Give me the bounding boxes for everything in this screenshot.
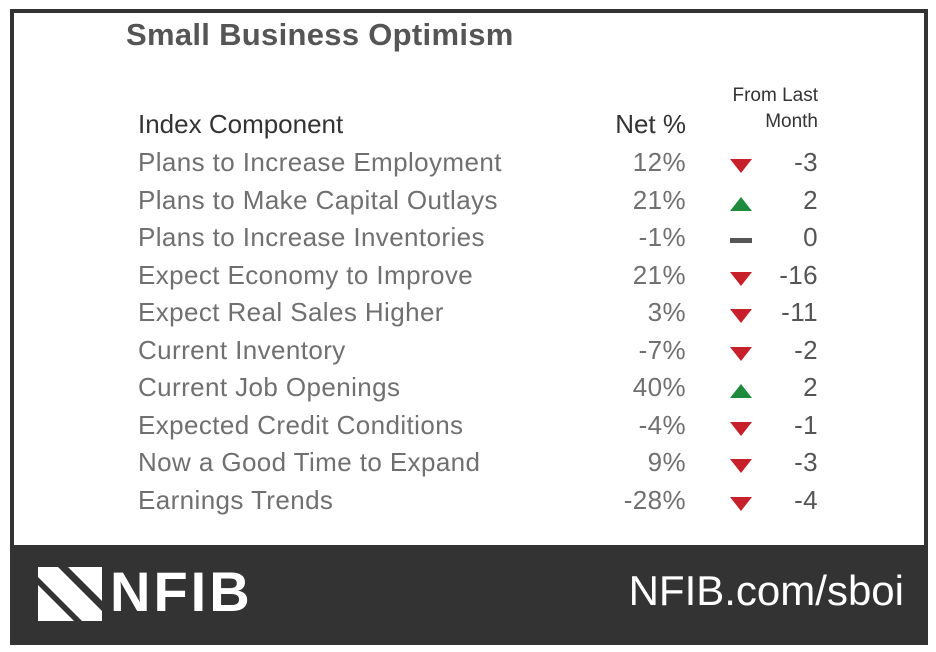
row-net-percent: 3% — [647, 297, 686, 327]
down-arrow-icon — [730, 346, 752, 361]
footer-bar: NFIB NFIB.com/sboi — [14, 545, 924, 641]
row-change: -3 — [794, 147, 818, 177]
row-net-percent: -28% — [623, 484, 686, 515]
row-component: Expect Economy to Improve — [138, 259, 474, 290]
header-month: Month — [765, 111, 818, 132]
row-net-percent: 21% — [632, 259, 686, 290]
row-component: Expect Real Sales Higher — [138, 297, 444, 327]
table-row: Current Job Openings 40% 2 — [138, 372, 828, 410]
down-arrow-icon — [730, 159, 752, 173]
table-row: Earnings Trends -28% -4 — [138, 485, 828, 523]
row-change: -2 — [794, 334, 818, 365]
row-change: -1 — [794, 409, 818, 440]
header-from-last-month: From Last Month — [700, 83, 818, 135]
row-component: Now a Good Time to Expand — [138, 447, 481, 477]
down-arrow-icon — [730, 496, 752, 511]
table-row: Expect Real Sales Higher 3% -11 — [138, 297, 828, 335]
table-row: Plans to Make Capital Outlays 21% 2 — [138, 185, 828, 223]
header-net-percent: Net % — [615, 109, 686, 139]
row-change: 2 — [803, 372, 818, 402]
nfib-logo-text: NFIB — [110, 560, 253, 623]
row-change: -16 — [779, 259, 818, 290]
header-from-last: From Last — [732, 85, 818, 106]
row-component: Current Inventory — [138, 334, 346, 365]
row-change: -11 — [781, 297, 818, 327]
row-net-percent: 9% — [647, 447, 686, 477]
row-change: -3 — [794, 447, 818, 477]
row-net-percent: -7% — [638, 334, 686, 365]
table-row: Expect Economy to Improve 21% -16 — [138, 260, 828, 298]
flat-dash-icon — [730, 238, 752, 243]
page-title: Small Business Optimism — [126, 17, 514, 52]
header-index-component: Index Component — [138, 109, 344, 139]
table-row: Now a Good Time to Expand 9% -3 — [138, 447, 828, 485]
table-row: Plans to Increase Inventories -1% 0 — [138, 222, 828, 260]
table-row: Plans to Increase Employment 12% -3 — [138, 147, 828, 185]
up-arrow-icon — [730, 384, 752, 398]
down-arrow-icon — [730, 309, 752, 323]
card-frame: Small Business Optimism From Last Month … — [10, 9, 928, 645]
row-change: 0 — [803, 222, 818, 252]
row-component: Current Job Openings — [138, 372, 401, 402]
row-component: Earnings Trends — [138, 484, 334, 515]
down-arrow-icon — [730, 421, 752, 436]
table-row: Current Inventory -7% -2 — [138, 335, 828, 373]
nfib-logo-mark-icon — [38, 567, 102, 621]
table-body: Plans to Increase Employment 12% -3 Plans t… — [138, 147, 828, 522]
table-row: Expected Credit Conditions -4% -1 — [138, 410, 828, 448]
row-net-percent: -4% — [638, 409, 686, 440]
site-url[interactable]: NFIB.com/sboi — [628, 567, 904, 614]
row-net-percent: 12% — [632, 147, 686, 177]
row-net-percent: 21% — [632, 184, 686, 215]
row-component: Expected Credit Conditions — [138, 409, 464, 440]
row-net-percent: 40% — [632, 372, 686, 402]
row-change: 2 — [803, 184, 818, 215]
row-component: Plans to Increase Inventories — [138, 222, 485, 252]
row-change: -4 — [794, 484, 818, 515]
row-component: Plans to Make Capital Outlays — [138, 184, 498, 215]
row-net-percent: -1% — [638, 222, 686, 252]
down-arrow-icon — [730, 459, 752, 473]
table-header: Index Component Net % — [138, 109, 828, 143]
row-component: Plans to Increase Employment — [138, 147, 502, 177]
down-arrow-icon — [730, 271, 752, 286]
up-arrow-icon — [730, 196, 752, 211]
